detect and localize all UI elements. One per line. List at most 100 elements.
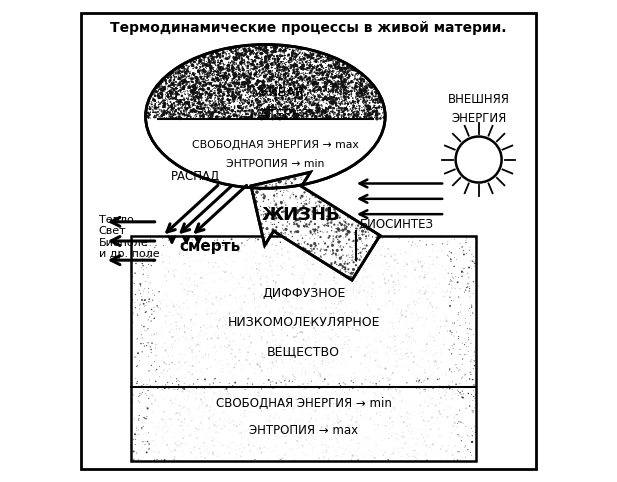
Point	[354, 105, 364, 112]
Point	[426, 260, 436, 268]
Point	[222, 50, 231, 58]
Point	[181, 250, 191, 258]
Point	[167, 420, 177, 428]
Point	[204, 106, 213, 114]
Point	[347, 289, 357, 297]
Point	[307, 208, 317, 215]
Point	[309, 87, 319, 95]
Point	[326, 67, 336, 75]
Point	[400, 306, 410, 314]
Point	[271, 79, 281, 86]
Point	[291, 182, 300, 189]
Point	[174, 75, 184, 83]
Point	[173, 87, 183, 95]
Point	[308, 106, 318, 113]
Point	[179, 83, 189, 91]
Point	[466, 391, 476, 399]
Point	[331, 57, 341, 65]
Point	[181, 66, 191, 73]
Point	[263, 87, 273, 95]
Point	[314, 95, 324, 103]
Point	[354, 97, 363, 105]
Point	[338, 112, 348, 120]
Point	[234, 346, 244, 353]
Point	[264, 49, 274, 57]
Point	[271, 80, 281, 88]
Point	[188, 91, 198, 98]
Point	[188, 108, 197, 116]
Point	[237, 91, 247, 99]
Point	[183, 78, 193, 86]
Point	[186, 58, 196, 66]
Point	[349, 423, 359, 431]
Point	[162, 115, 172, 122]
Point	[229, 59, 239, 67]
Point	[415, 289, 424, 296]
Point	[278, 225, 288, 233]
Point	[329, 113, 339, 121]
Point	[372, 397, 382, 405]
Point	[308, 72, 318, 80]
Point	[325, 86, 334, 94]
Point	[299, 63, 308, 70]
Point	[378, 109, 387, 117]
Point	[313, 93, 323, 100]
Point	[234, 107, 244, 115]
Point	[276, 203, 286, 211]
Point	[365, 105, 375, 112]
Point	[366, 96, 376, 104]
Point	[172, 442, 181, 449]
Point	[331, 86, 341, 94]
Point	[165, 76, 175, 84]
Point	[307, 102, 317, 109]
Point	[457, 388, 467, 395]
Point	[291, 66, 301, 74]
Point	[316, 113, 326, 121]
Point	[139, 342, 149, 350]
Point	[196, 105, 206, 112]
Point	[368, 111, 378, 119]
Point	[339, 64, 349, 72]
Point	[237, 91, 247, 98]
Point	[225, 45, 235, 53]
Point	[416, 378, 426, 386]
Point	[215, 75, 225, 83]
Point	[210, 57, 220, 65]
Point	[284, 105, 294, 112]
Point	[226, 81, 236, 89]
Point	[158, 354, 168, 362]
Point	[313, 223, 323, 231]
Point	[221, 84, 231, 92]
Point	[286, 228, 296, 236]
Point	[256, 91, 266, 99]
Point	[233, 94, 243, 102]
Point	[278, 44, 288, 52]
Point	[315, 83, 325, 91]
Point	[191, 96, 201, 104]
Point	[165, 114, 175, 122]
Point	[265, 87, 275, 94]
Point	[287, 73, 297, 80]
Point	[279, 80, 289, 88]
Point	[205, 102, 215, 109]
Point	[289, 88, 299, 96]
Point	[328, 68, 338, 76]
Point	[176, 105, 186, 112]
Point	[173, 416, 183, 424]
Point	[283, 88, 292, 95]
Point	[179, 312, 189, 320]
Point	[164, 91, 173, 98]
Point	[337, 86, 347, 94]
Point	[440, 274, 450, 282]
Point	[262, 51, 272, 58]
Point	[256, 181, 266, 188]
Point	[217, 100, 227, 108]
Point	[278, 94, 288, 102]
Point	[364, 87, 374, 94]
Point	[256, 59, 266, 67]
Point	[457, 243, 467, 251]
Point	[373, 421, 383, 429]
Point	[175, 83, 185, 91]
Point	[257, 191, 267, 199]
Point	[160, 115, 170, 122]
